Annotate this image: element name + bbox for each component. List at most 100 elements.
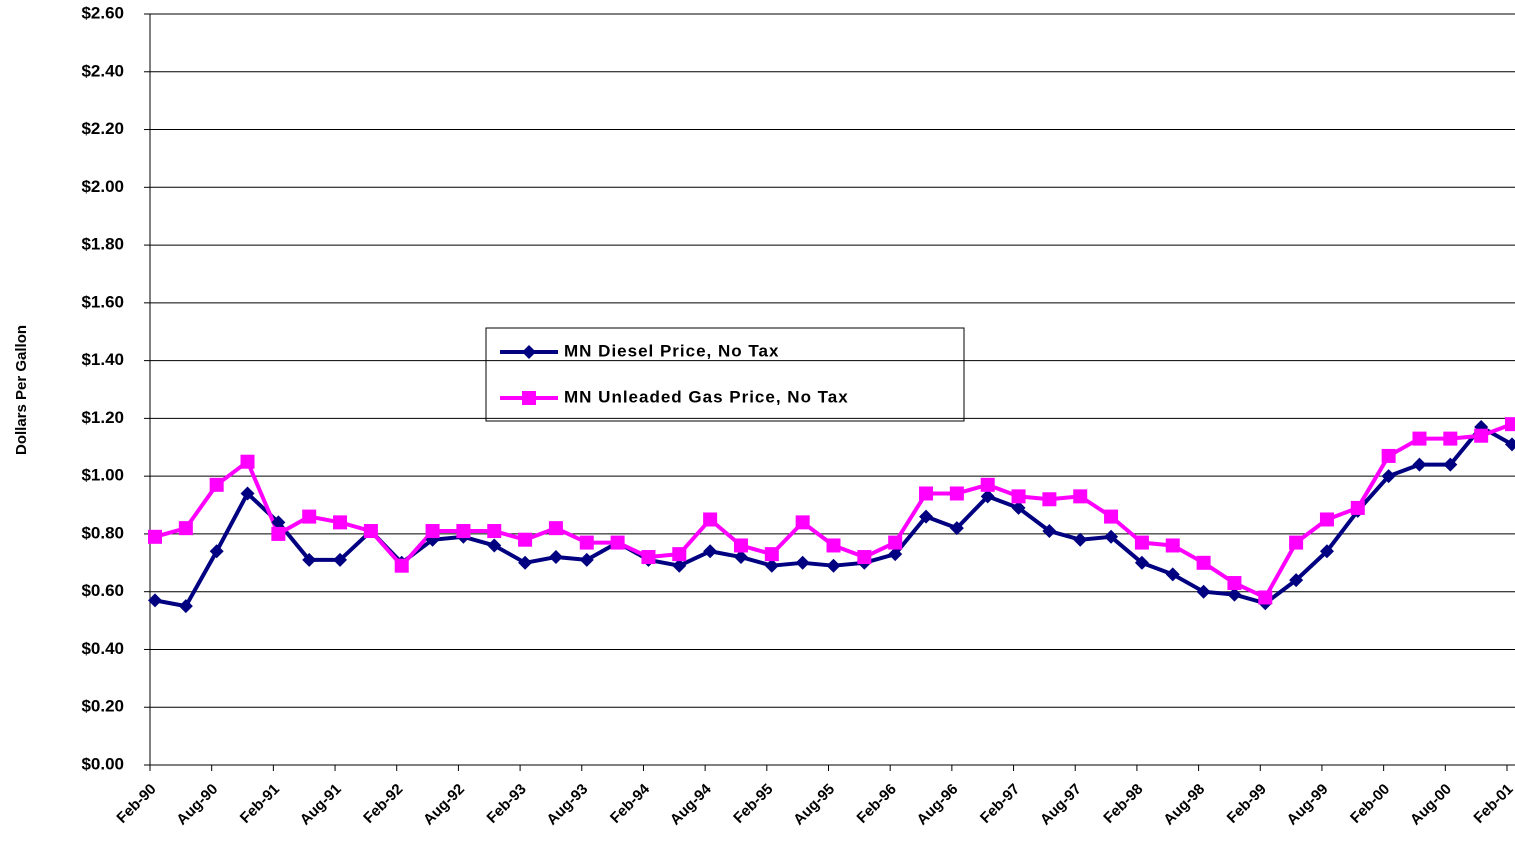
data-point (826, 538, 841, 553)
data-point (1474, 428, 1489, 443)
data-point (1412, 431, 1427, 446)
data-point (1443, 457, 1458, 472)
data-point (949, 486, 964, 501)
series-line (154, 425, 1513, 609)
data-point (672, 547, 687, 562)
data-point (579, 535, 594, 550)
x-tick-label: Feb-96 (854, 781, 900, 827)
data-point (1319, 512, 1334, 527)
x-tick-label: Aug-92 (420, 781, 468, 829)
data-point (425, 524, 440, 539)
data-point (363, 524, 378, 539)
y-tick-label: $0.40 (81, 639, 124, 658)
data-point (178, 521, 193, 536)
data-point (333, 515, 348, 530)
data-point (178, 599, 193, 614)
data-point (1258, 590, 1273, 605)
data-point (703, 544, 718, 559)
data-point (487, 538, 502, 553)
data-point (394, 558, 409, 573)
x-tick-label: Feb-00 (1347, 781, 1393, 827)
data-point (733, 550, 748, 565)
data-point (548, 521, 563, 536)
x-tick-label: Feb-92 (360, 781, 406, 827)
data-point (579, 552, 594, 567)
x-tick-label: Feb-98 (1100, 781, 1146, 827)
data-point (919, 509, 934, 524)
data-point (1073, 489, 1088, 504)
data-point (826, 558, 841, 573)
y-tick-label: $2.60 (81, 3, 124, 22)
x-tick-label: Aug-96 (914, 781, 962, 829)
y-axis-label: Dollars Per Gallon (13, 325, 30, 455)
data-point (1104, 509, 1119, 524)
data-point (1381, 448, 1396, 463)
data-point (733, 538, 748, 553)
data-point (1134, 535, 1149, 550)
x-tick-label: Feb-97 (977, 781, 1023, 827)
data-point (1289, 535, 1304, 550)
data-point (1134, 555, 1149, 570)
data-point (1196, 584, 1211, 599)
y-tick-label: $0.80 (81, 523, 124, 542)
data-point (1042, 524, 1057, 539)
data-point (703, 512, 718, 527)
y-tick-label: $1.00 (81, 466, 124, 485)
data-point (1412, 457, 1427, 472)
x-tick-label: Aug-90 (173, 781, 221, 829)
data-point (857, 550, 872, 565)
data-point (1227, 576, 1242, 591)
data-point (888, 535, 903, 550)
data-point (1165, 567, 1180, 582)
legend-label: MN Unleaded Gas Price, No Tax (564, 387, 849, 406)
data-point (271, 515, 286, 530)
x-tick-label: Aug-95 (790, 781, 838, 829)
y-tick-label: $2.20 (81, 119, 124, 138)
data-point (949, 521, 964, 536)
x-tick-label: Aug-93 (543, 781, 591, 829)
data-point (240, 454, 255, 469)
y-tick-label: $0.20 (81, 697, 124, 716)
data-point (980, 477, 995, 492)
x-tick-label: Feb-94 (607, 780, 654, 827)
data-point (764, 547, 779, 562)
x-tick-label: Feb-95 (730, 781, 776, 827)
data-point (1011, 500, 1026, 515)
y-tick-label: $1.40 (81, 350, 124, 369)
data-point (888, 547, 903, 562)
x-tick-label: Feb-90 (113, 781, 159, 827)
legend-marker (522, 345, 536, 359)
legend-marker (522, 391, 536, 405)
data-point (641, 550, 656, 565)
data-point (795, 515, 810, 530)
x-tick-label: Aug-91 (297, 781, 345, 829)
data-point (610, 535, 625, 550)
y-tick-label: $0.00 (81, 754, 124, 773)
data-point (1227, 587, 1242, 602)
data-point (1042, 492, 1057, 507)
data-point (1289, 573, 1304, 588)
legend-box (485, 327, 965, 422)
data-point (1443, 431, 1458, 446)
y-tick-label: $2.00 (81, 177, 124, 196)
data-point (148, 529, 162, 544)
y-tick-label: $1.20 (81, 408, 124, 427)
data-point (1011, 489, 1026, 504)
data-point (148, 593, 162, 608)
data-point (487, 524, 502, 539)
data-point (1319, 544, 1334, 559)
data-point (518, 555, 533, 570)
data-point (919, 486, 934, 501)
data-point (1104, 529, 1119, 544)
data-point (672, 558, 687, 573)
data-point (764, 558, 779, 573)
data-point (548, 550, 563, 565)
data-point (795, 555, 810, 570)
y-tick-label: $0.60 (81, 581, 124, 600)
data-point (302, 552, 317, 567)
data-point (1350, 500, 1365, 515)
x-tick-label: Feb-91 (237, 781, 283, 827)
data-point (209, 477, 224, 492)
data-point (1196, 555, 1211, 570)
